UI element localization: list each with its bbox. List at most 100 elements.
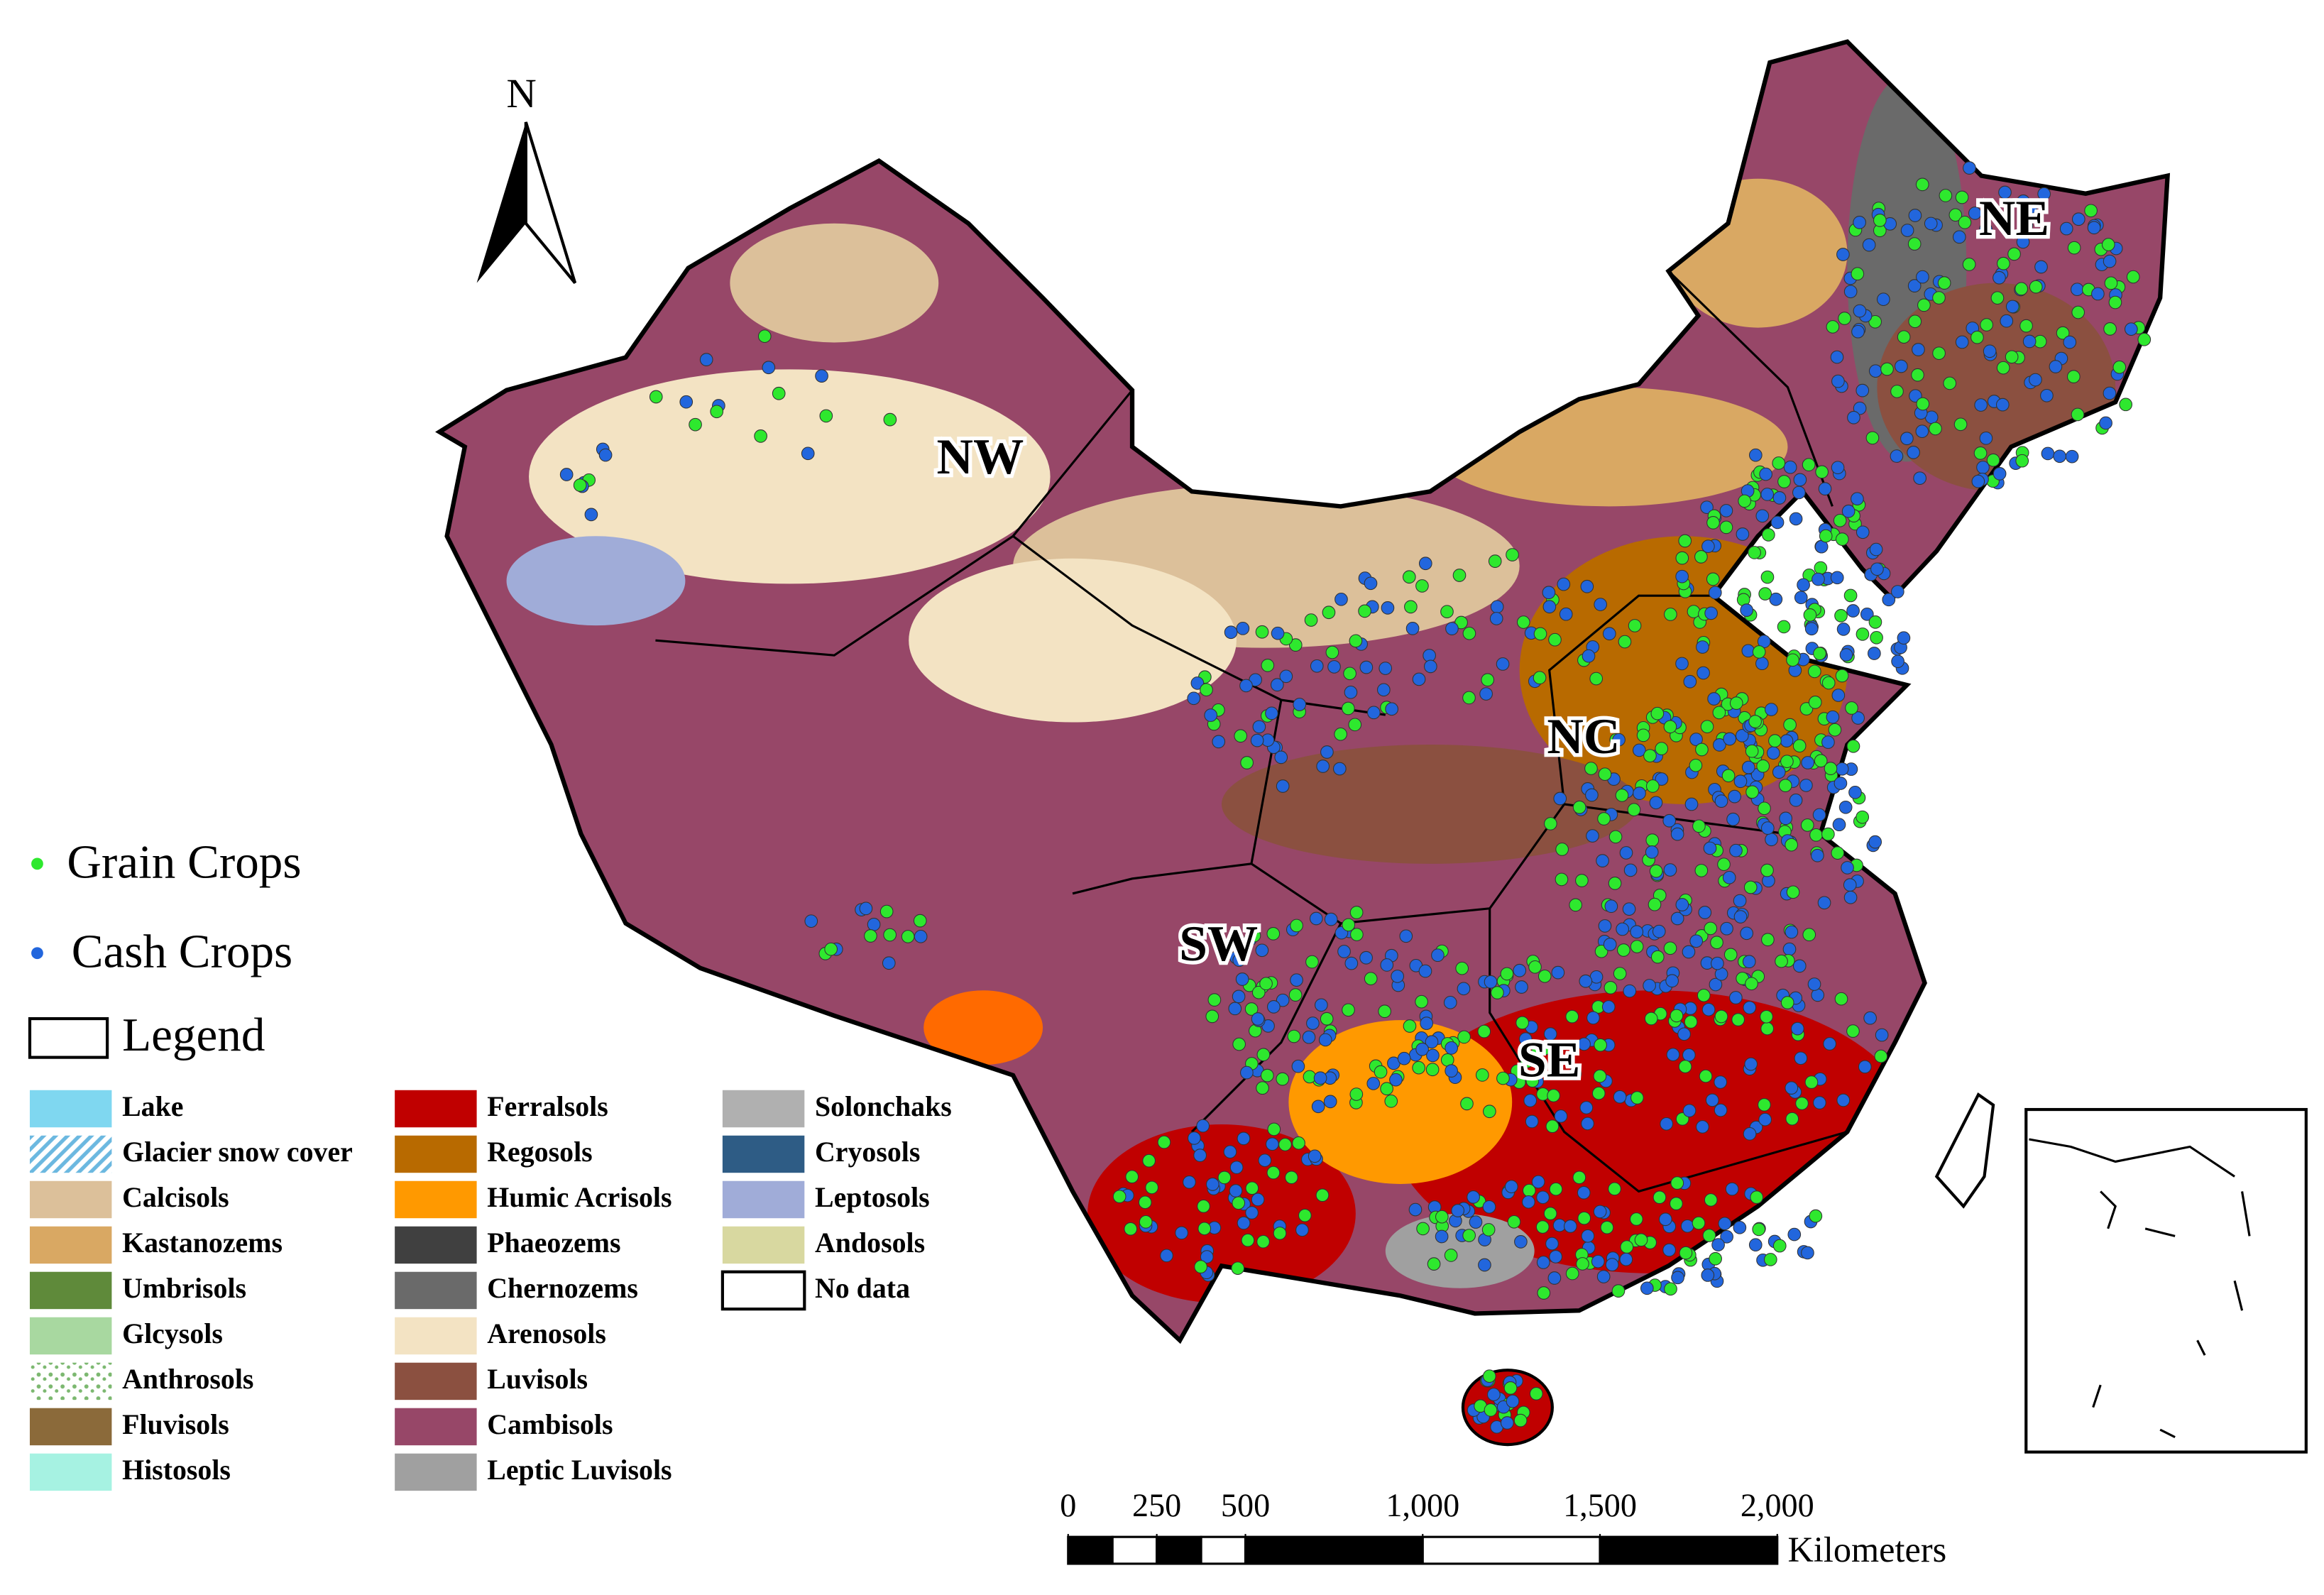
crop-point <box>1537 1286 1551 1300</box>
crop-point <box>1598 919 1612 933</box>
crop-point <box>1995 398 2010 412</box>
crop-point <box>1708 586 1722 600</box>
crop-point <box>1834 609 1848 623</box>
crop-point <box>1359 660 1374 674</box>
crop-point <box>1868 314 1882 329</box>
crop-point <box>1830 350 1844 364</box>
crop-point <box>1507 1215 1521 1229</box>
region-label: SE <box>1518 1031 1580 1087</box>
crop-point <box>1802 458 1816 472</box>
crop-point <box>1652 924 1666 938</box>
crop-point <box>1740 603 1753 617</box>
crop-point <box>1917 298 1931 312</box>
crop-point <box>1518 1032 1533 1046</box>
crop-point <box>1333 762 1347 776</box>
crop-point <box>1424 659 1437 674</box>
crop-point <box>1824 762 1838 775</box>
crop-point <box>1325 645 1339 659</box>
legend-swatch <box>395 1135 477 1173</box>
crop-point <box>1240 756 1254 769</box>
legend-label: Glcysols <box>122 1317 223 1349</box>
crop-point <box>1664 1282 1677 1296</box>
crop-point <box>1915 424 1929 439</box>
crop-point <box>1835 669 1849 683</box>
legend-label: Grain Crops <box>67 835 301 888</box>
crop-point <box>1856 627 1870 641</box>
crop-point <box>1675 569 1689 583</box>
crop-point <box>1200 1250 1214 1264</box>
crop-point <box>1513 963 1527 977</box>
crop-point <box>1733 774 1748 789</box>
legend-label: Glacier snow cover <box>122 1136 353 1168</box>
crop-point <box>1359 950 1373 965</box>
crop-point <box>882 956 896 970</box>
crop-point <box>1589 672 1604 686</box>
crop-point <box>1792 486 1806 500</box>
crop-point <box>1809 1209 1823 1223</box>
legend-label: Cryosols <box>815 1136 920 1168</box>
crop-point <box>1698 906 1712 919</box>
crop-point <box>1939 189 1953 202</box>
crop-point <box>2040 388 2054 402</box>
crop-point <box>1719 504 1733 517</box>
legend-label: Cash Crops <box>72 924 292 977</box>
crop-point <box>1832 818 1846 832</box>
legend-swatch <box>395 1226 477 1264</box>
crop-point <box>1963 161 1976 175</box>
crop-point <box>1670 827 1684 841</box>
crop-point <box>1231 1261 1245 1276</box>
crop-point <box>1577 1211 1591 1225</box>
crop-point <box>1924 216 1938 231</box>
crop-point <box>1513 1413 1528 1427</box>
crop-point <box>1374 1065 1388 1079</box>
crop-points <box>559 161 2152 1434</box>
crop-point <box>1620 1240 1634 1254</box>
crop-point <box>1549 1182 1563 1196</box>
crop-point <box>1342 1003 1355 1017</box>
crop-point <box>1711 956 1724 970</box>
crop-point <box>1349 634 1363 648</box>
crop-point <box>2049 360 2063 373</box>
crop-point <box>1482 1369 1496 1383</box>
legend-swatch <box>29 1362 112 1401</box>
crop-point <box>1783 718 1797 732</box>
crop-point <box>1649 796 1663 810</box>
crop-point <box>1488 554 1502 568</box>
crop-point <box>1792 959 1807 973</box>
crop-point <box>883 412 897 427</box>
crop-point <box>1223 1145 1237 1159</box>
legend-swatch <box>395 1408 477 1446</box>
crop-point <box>1743 1127 1757 1141</box>
crop-point <box>1684 797 1699 811</box>
crop-point <box>1658 1212 1672 1227</box>
crop-point <box>1895 359 1908 373</box>
crop-point <box>1531 1175 1545 1189</box>
crop-point <box>1405 622 1420 635</box>
crop-point <box>1916 397 1930 411</box>
crop-point <box>1529 1387 1543 1401</box>
region-label: NC <box>1547 708 1620 764</box>
crop-point <box>1723 732 1737 746</box>
crop-point <box>1897 330 1911 344</box>
crop-point <box>2063 335 2077 349</box>
crop-point <box>1863 1011 1877 1025</box>
crop-point <box>1670 1197 1683 1210</box>
crop-point <box>1723 948 1738 962</box>
scale-unit: Kilometers <box>1787 1530 1946 1569</box>
region-border <box>655 270 1848 1193</box>
legend-swatch <box>722 1226 805 1264</box>
crop-point <box>1548 632 1562 647</box>
crop-point <box>1232 1037 1246 1051</box>
inset-frame <box>2024 1107 2308 1454</box>
crop-point <box>1576 1257 1589 1271</box>
crop-point <box>1204 708 1218 722</box>
crop-point <box>1846 604 1860 618</box>
crop-point <box>1958 215 1972 229</box>
crop-point <box>819 409 833 423</box>
scale-segment <box>1421 1535 1601 1565</box>
crop-point <box>1397 1051 1411 1065</box>
soil-area <box>1430 387 1788 507</box>
crop-point <box>1348 718 1362 732</box>
crop-point <box>859 901 873 916</box>
soil-legend: Lake Glacier snow cover Calcisols Kastanoze… <box>29 1090 952 1491</box>
